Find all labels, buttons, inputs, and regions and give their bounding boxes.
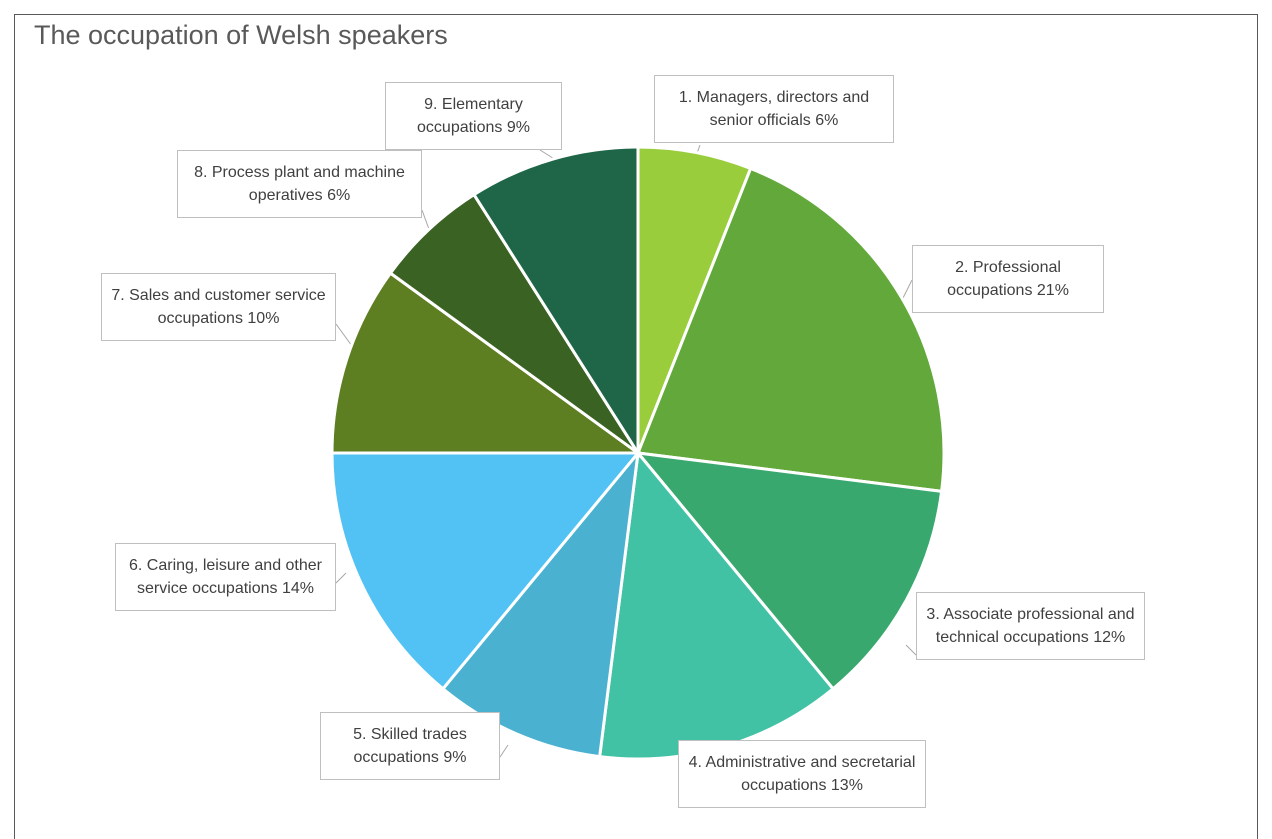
pie-slice xyxy=(330,451,642,691)
label-value: 6% xyxy=(327,187,351,204)
leader-line xyxy=(335,572,347,584)
data-label: 2. Professional occupations 21% xyxy=(912,245,1104,313)
label-value: 9% xyxy=(443,749,467,766)
leader-line xyxy=(335,323,353,347)
label-category: 6. Caring, leisure and other service occ… xyxy=(129,557,322,597)
label-category: 5. Skilled trades occupations xyxy=(353,726,467,766)
chart-border xyxy=(14,14,1258,839)
pie-slice xyxy=(635,166,946,494)
label-category: 3. Associate professional and technical … xyxy=(926,606,1135,646)
data-label: 8. Process plant and machine operatives … xyxy=(177,150,422,218)
pie xyxy=(330,145,946,761)
label-value: 6% xyxy=(815,112,839,129)
label-value: 12% xyxy=(1093,629,1126,646)
pie-slice xyxy=(330,271,643,455)
data-label: 1. Managers, directors and senior offici… xyxy=(654,75,894,143)
chart-title: The occupation of Welsh speakers xyxy=(34,20,448,50)
label-value: 21% xyxy=(1036,282,1069,299)
leader-line xyxy=(901,279,913,301)
data-label: 4. Administrative and secretarial occupa… xyxy=(678,740,926,808)
pie-slice xyxy=(440,448,641,759)
label-category: 2. Professional occupations xyxy=(947,259,1061,299)
label-category: 8. Process plant and machine operatives xyxy=(194,164,405,204)
pie-slice xyxy=(634,451,944,691)
label-category: 7. Sales and customer service occupation… xyxy=(111,287,326,327)
leader-line xyxy=(499,744,509,758)
label-value: 10% xyxy=(247,310,280,327)
label-category: 1. Managers, directors and senior offici… xyxy=(678,89,870,129)
label-value: 13% xyxy=(830,777,863,794)
label-value: 14% xyxy=(281,580,314,597)
data-label: 7. Sales and customer service occupation… xyxy=(101,273,336,341)
data-label: 6. Caring, leisure and other service occ… xyxy=(115,543,336,611)
label-category: 4. Administrative and secretarial occupa… xyxy=(688,754,916,794)
data-label: 9. Elementary occupations 9% xyxy=(385,82,562,150)
leader-line xyxy=(905,644,917,656)
label-category: 9. Elementary occupations xyxy=(417,96,523,136)
data-label: 3. Associate professional and technical … xyxy=(916,592,1145,660)
data-label: 5. Skilled trades occupations 9% xyxy=(320,712,500,780)
pie-slice xyxy=(471,145,640,459)
label-value: 9% xyxy=(506,119,530,136)
